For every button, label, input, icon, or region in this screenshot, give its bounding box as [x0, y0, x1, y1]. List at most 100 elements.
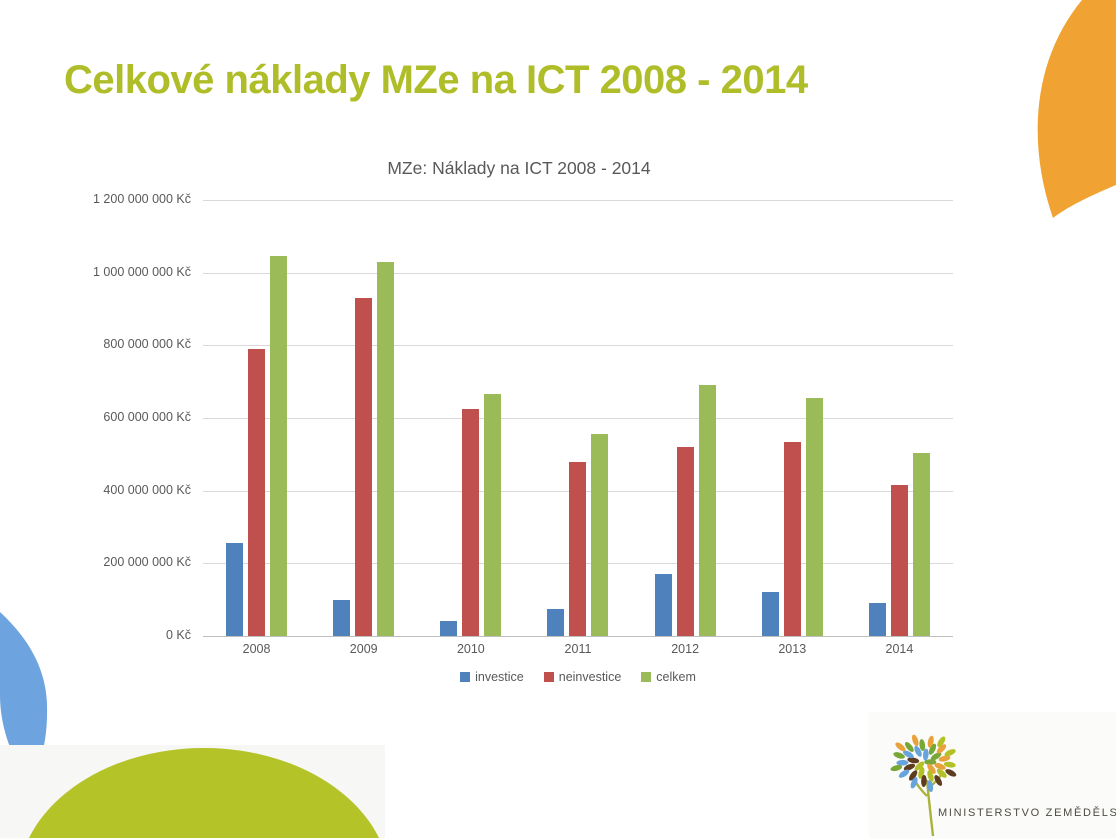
- legend-item-neinvestice: neinvestice: [543, 670, 622, 684]
- y-tick-label: 1 000 000 000 Kč: [93, 264, 191, 279]
- bar-celkem-2012: [698, 385, 716, 636]
- logo-leaf: [908, 770, 918, 781]
- legend-label: investice: [475, 670, 524, 684]
- bar-celkem-2014: [912, 452, 930, 636]
- legend-item-investice: investice: [460, 670, 524, 684]
- logo-leaf: [903, 763, 916, 771]
- x-tick-label: 2014: [885, 642, 914, 656]
- bar-investice-2009: [333, 599, 351, 636]
- x-tick-label: 2013: [778, 642, 807, 656]
- logo-leaf: [903, 750, 914, 759]
- y-tick-label: 1 200 000 000 Kč: [93, 192, 191, 206]
- bar-neinvestice-2009: [355, 298, 373, 636]
- logo-leaf: [911, 734, 919, 747]
- bar-group-2010: [417, 200, 524, 636]
- bar-group-2008: [203, 200, 310, 636]
- logo-leaf: [890, 764, 903, 772]
- logo-leaf: [904, 742, 914, 752]
- chart-legend: investice neinvestice celkem: [203, 670, 953, 684]
- logo-leaf: [927, 770, 934, 782]
- chart-title: MZe: Náklady na ICT 2008 - 2014: [387, 158, 651, 178]
- bar-celkem-2008: [270, 256, 288, 636]
- logo-leaf: [937, 736, 946, 747]
- logo-leaf: [936, 768, 947, 778]
- logo-leaf: [895, 742, 906, 752]
- logo-leaf: [927, 763, 936, 774]
- logo-leaf: [945, 769, 957, 777]
- bar-investice-2013: [761, 592, 779, 636]
- bar-celkem-2013: [805, 398, 823, 636]
- x-tick-label: 2008: [242, 642, 271, 656]
- bar-investice-2008: [226, 543, 244, 636]
- logo-leaf: [922, 748, 929, 761]
- y-tick-label: 600 000 000 Kč: [103, 410, 191, 424]
- x-tick-label: 2010: [456, 642, 485, 656]
- bar-neinvestice-2014: [890, 485, 908, 636]
- bar-neinvestice-2010: [462, 408, 480, 636]
- logo-leaf: [893, 752, 905, 759]
- gridline: [203, 272, 953, 274]
- y-tick-label: 800 000 000 Kč: [103, 337, 191, 352]
- logo-leaf: [938, 755, 951, 762]
- logo-leaf: [914, 745, 922, 757]
- legend-swatch-icon: [543, 672, 554, 682]
- logo-leaf: [914, 761, 925, 771]
- logo-leaf: [934, 775, 943, 786]
- chart-plot-area: 0 Kč 200 000 000 Kč 400 000 000 Kč 600 000 …: [85, 192, 953, 642]
- logo-leaf: [936, 744, 947, 754]
- bar-neinvestice-2008: [248, 348, 266, 636]
- logo-leaf: [898, 769, 910, 778]
- logo-leaf: [927, 735, 934, 748]
- plot-area: [203, 200, 953, 637]
- legend-item-celkem: celkem: [641, 670, 696, 684]
- photo-placeholder: [0, 745, 385, 838]
- bar-neinvestice-2012: [676, 447, 694, 636]
- gridline: [203, 345, 953, 347]
- bar-investice-2012: [654, 574, 672, 636]
- ministry-logo: MINISTERSTVO ZEMĚDĚLSTVÍ: [869, 712, 1116, 838]
- bar-group-2011: [524, 200, 631, 636]
- ministry-logo-tree-icon: [890, 734, 957, 837]
- logo-leaf: [944, 749, 956, 757]
- y-tick-label: 400 000 000 Kč: [103, 482, 191, 497]
- y-tick-label: 0 Kč: [165, 628, 191, 642]
- bar-neinvestice-2013: [783, 441, 801, 636]
- x-tick-label: 2011: [564, 642, 592, 656]
- logo-leaf: [919, 739, 926, 752]
- y-axis: 0 Kč 200 000 000 Kč 400 000 000 Kč 600 000 …: [85, 192, 203, 642]
- x-axis: 2008 2009 2010 2011 2012 2013 2014: [203, 642, 953, 656]
- gridline: [203, 418, 953, 419]
- bar-neinvestice-2011: [569, 461, 587, 636]
- legend-swatch-icon: [460, 672, 471, 682]
- logo-leaf: [921, 775, 927, 788]
- logo-leaf: [943, 761, 956, 768]
- bar-group-2014: [846, 200, 953, 636]
- orange-leaf-decoration: [1037, 0, 1116, 218]
- gridline: [203, 200, 953, 201]
- bar-group-2012: [632, 200, 739, 636]
- legend-label: celkem: [656, 670, 696, 684]
- bar-investice-2010: [440, 621, 458, 636]
- legend-swatch-icon: [641, 672, 652, 682]
- logo-leaf: [927, 780, 934, 793]
- logo-leaf: [896, 759, 909, 766]
- bar-group-2013: [739, 200, 846, 636]
- bar-investice-2011: [547, 608, 565, 636]
- bar-celkem-2010: [484, 394, 502, 636]
- slide-title: Celkové náklady MZe na ICT 2008 - 2014: [64, 58, 808, 102]
- ministry-logo-text: MINISTERSTVO ZEMĚDĚLSTVÍ: [938, 807, 1116, 819]
- ict-costs-chart: MZe: Náklady na ICT 2008 - 2014 0 Kč 200 …: [85, 158, 953, 684]
- logo-leaf: [934, 763, 946, 770]
- logo-leaf: [907, 757, 920, 764]
- logo-leaf: [910, 777, 918, 789]
- logo-leaf: [928, 743, 937, 755]
- y-tick-label: 200 000 000 Kč: [103, 555, 191, 570]
- bar-investice-2014: [868, 603, 886, 636]
- logo-leaf: [930, 752, 942, 761]
- green-ellipse-decoration: [18, 748, 385, 838]
- legend-label: neinvestice: [558, 670, 622, 684]
- bar-celkem-2011: [591, 434, 609, 636]
- bar-group-2009: [310, 200, 417, 636]
- x-tick-label: 2012: [671, 642, 700, 656]
